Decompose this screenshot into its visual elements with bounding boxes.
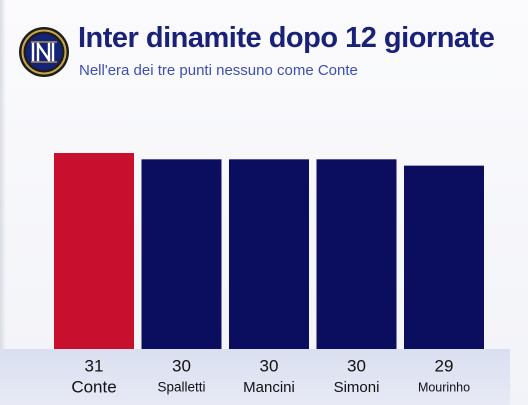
bar-mancini	[229, 159, 309, 349]
value-label-simoni: 30	[347, 356, 366, 375]
value-label-conte: 31	[85, 356, 104, 375]
bar-spalletti	[141, 159, 222, 349]
chart-subtitle: Nell'era dei tre punti nessuno come Cont…	[79, 62, 358, 79]
value-label-mourinho: 29	[435, 356, 454, 375]
category-label-spalletti: Spalletti	[157, 380, 205, 395]
category-label-mancini: Mancini	[243, 379, 295, 396]
label-band	[0, 349, 510, 405]
category-label-mourinho: Mourinho	[418, 380, 470, 394]
value-label-spalletti: 30	[172, 356, 191, 375]
bar-simoni	[316, 159, 397, 349]
category-label-simoni: Simoni	[334, 379, 380, 396]
bar-conte	[54, 153, 134, 349]
inter-logo-icon	[19, 27, 69, 77]
chart-title: Inter dinamite dopo 12 giornate	[78, 22, 495, 54]
category-label-conte: Conte	[71, 377, 116, 396]
bar-mourinho	[404, 165, 484, 349]
value-label-mancini: 30	[260, 356, 279, 375]
left-edge-shadow	[0, 0, 6, 405]
